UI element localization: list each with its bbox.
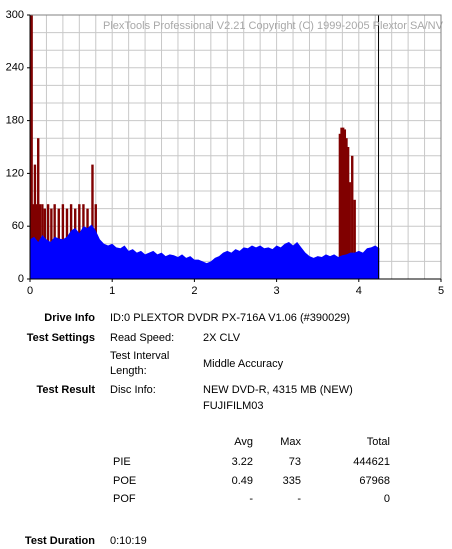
column-header: Max (280, 436, 301, 448)
value: FUJIFILM03 (203, 400, 264, 412)
cell: 444621 (353, 456, 390, 468)
error-bar (33, 164, 37, 279)
label: Disc Info: (110, 384, 156, 396)
error-bar (351, 155, 354, 279)
error-bar (348, 182, 351, 279)
error-bar (37, 138, 40, 279)
label: Test Result (37, 384, 96, 396)
error-bar (343, 129, 347, 279)
plot-area (30, 15, 441, 279)
cell: - (249, 493, 253, 505)
label: Test Interval (110, 350, 169, 362)
column-header: Total (367, 436, 390, 448)
error-bar (91, 164, 94, 279)
value: 2X CLV (203, 332, 241, 344)
watermark: PlexTools Professional V2.21 Copyright (… (103, 20, 444, 32)
error-bar (345, 138, 348, 279)
row-label: POF (113, 493, 136, 505)
row-label: PIE (113, 456, 131, 468)
x-tick-label: 4 (356, 285, 362, 297)
error-bar (353, 199, 356, 279)
error-area (30, 224, 380, 279)
x-tick-label: 1 (109, 285, 115, 297)
error-bar (340, 127, 343, 279)
row-label: POE (113, 475, 136, 487)
x-tick-label: 5 (438, 285, 444, 297)
label: Drive Info (44, 312, 95, 324)
value: 0:10:19 (110, 535, 147, 547)
y-tick-label: 60 (12, 220, 24, 232)
y-tick-label: 180 (6, 115, 24, 127)
cell: 335 (283, 475, 301, 487)
cell: 3.22 (232, 456, 253, 468)
x-tick-label: 2 (191, 285, 197, 297)
y-tick-label: 0 (18, 273, 24, 285)
column-header: Avg (234, 436, 253, 448)
value: NEW DVD-R, 4315 MB (NEW) (203, 384, 353, 396)
cell: 0 (384, 493, 390, 505)
error-bar (30, 15, 33, 279)
error-bar (338, 133, 342, 279)
y-tick-label: 300 (6, 9, 24, 21)
label: Read Speed: (110, 332, 174, 344)
cell: 73 (289, 456, 301, 468)
cell: 67968 (359, 475, 390, 487)
x-tick-label: 3 (274, 285, 280, 297)
label: Length: (110, 365, 147, 377)
label: Test Duration (25, 535, 95, 547)
x-tick-label: 0 (27, 285, 33, 297)
error-bar (346, 147, 350, 279)
label: Test Settings (27, 332, 95, 344)
cell: 0.49 (232, 475, 253, 487)
value: ID:0 PLEXTOR DVDR PX-716A V1.06 (#390029… (110, 312, 350, 324)
value: Middle Accuracy (203, 358, 284, 370)
cell: - (297, 493, 301, 505)
error-bar (341, 127, 345, 279)
y-tick-label: 240 (6, 62, 24, 74)
y-tick-label: 120 (6, 167, 24, 179)
